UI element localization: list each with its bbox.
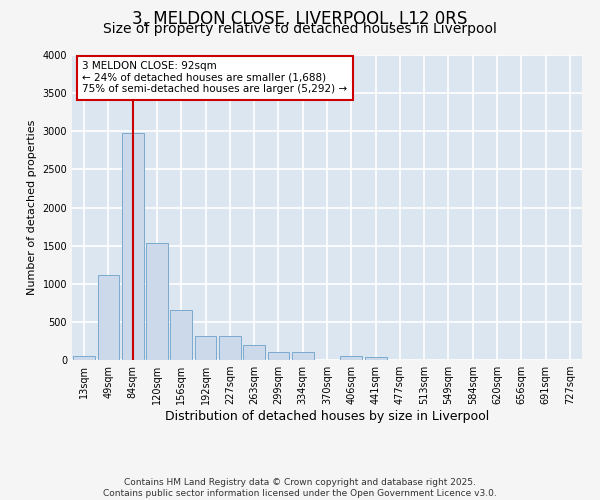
Bar [219, 336, 241, 360]
Bar [97, 274, 119, 360]
Bar [292, 352, 314, 360]
Y-axis label: Number of detached properties: Number of detached properties [27, 120, 37, 295]
Bar [194, 336, 217, 360]
Bar [170, 310, 192, 360]
Bar [73, 356, 95, 360]
Bar [340, 356, 362, 360]
Bar [268, 352, 289, 360]
Text: 3 MELDON CLOSE: 92sqm
← 24% of detached houses are smaller (1,688)
75% of semi-d: 3 MELDON CLOSE: 92sqm ← 24% of detached … [82, 61, 347, 94]
X-axis label: Distribution of detached houses by size in Liverpool: Distribution of detached houses by size … [165, 410, 489, 423]
Text: Contains HM Land Registry data © Crown copyright and database right 2025.
Contai: Contains HM Land Registry data © Crown c… [103, 478, 497, 498]
Bar [146, 244, 168, 360]
Bar [243, 345, 265, 360]
Bar [122, 133, 143, 360]
Text: 3, MELDON CLOSE, LIVERPOOL, L12 0RS: 3, MELDON CLOSE, LIVERPOOL, L12 0RS [133, 10, 467, 28]
Text: Size of property relative to detached houses in Liverpool: Size of property relative to detached ho… [103, 22, 497, 36]
Bar [365, 357, 386, 360]
